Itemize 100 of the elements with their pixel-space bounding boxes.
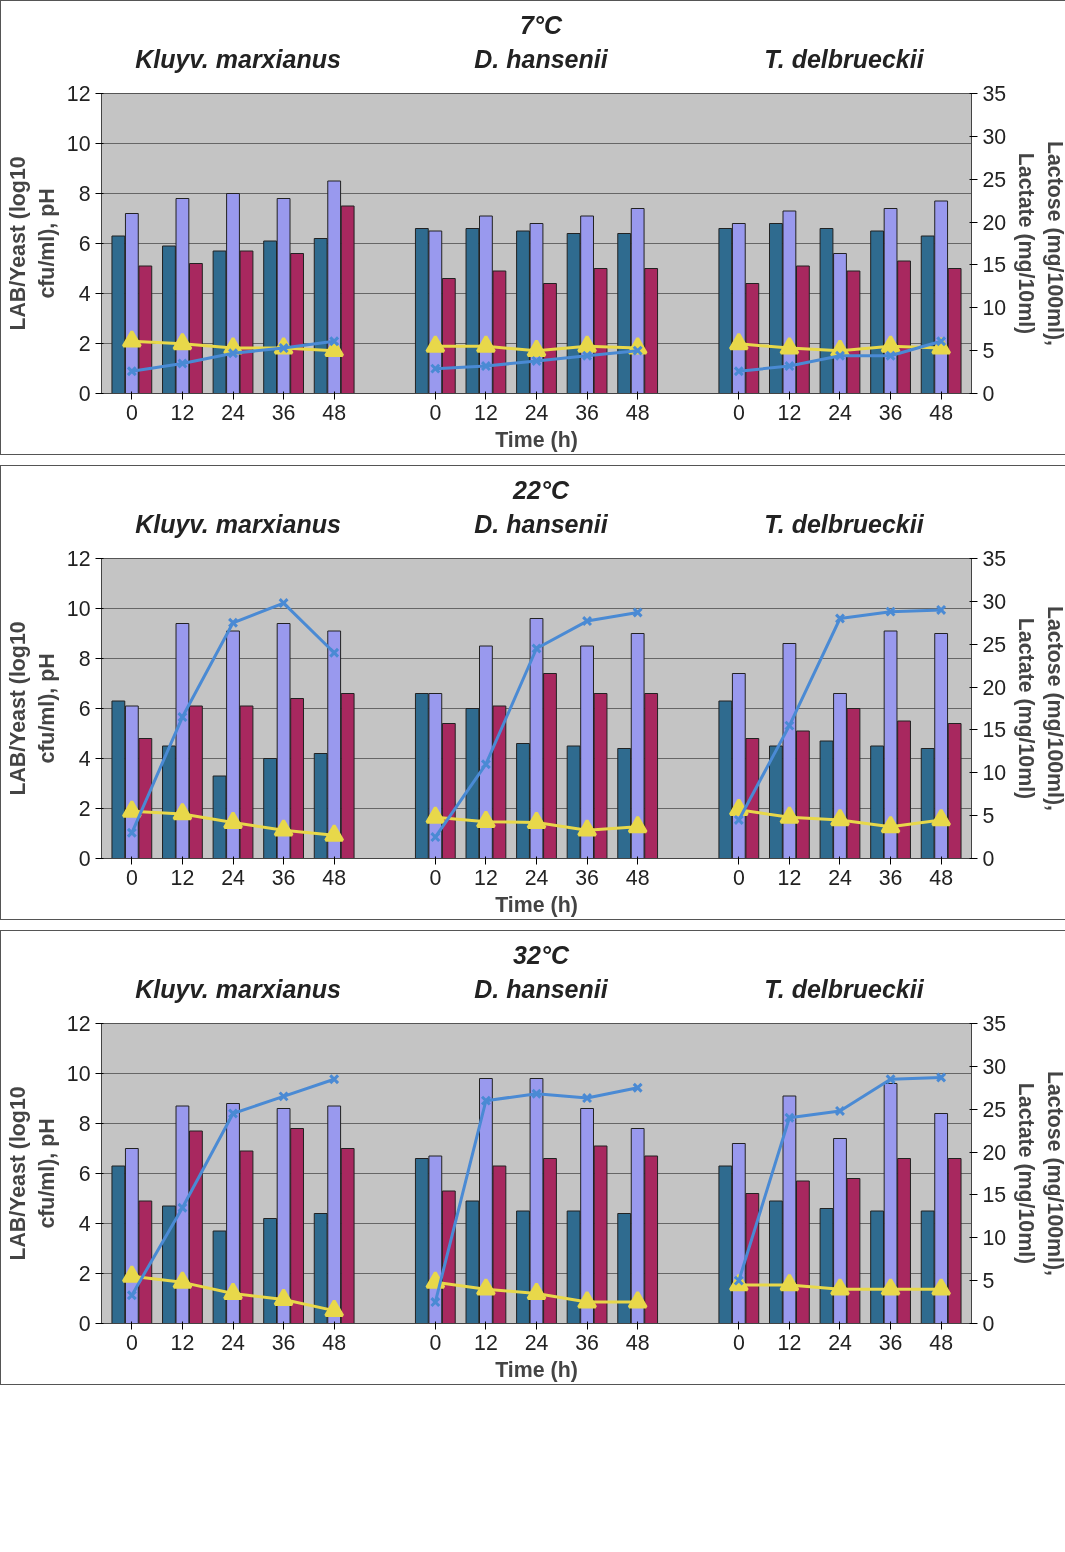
y2-tick-label: 25	[982, 632, 1007, 657]
x-tick-label: 0	[732, 1330, 745, 1355]
y-tick-label: 2	[78, 797, 91, 821]
y2-tick-label: 35	[982, 1012, 1007, 1036]
x-tick-label: 48	[929, 1330, 954, 1355]
chart-title: 7°C	[520, 10, 562, 41]
y2-tick-label: 15	[982, 1183, 1007, 1208]
x-tick-label: 48	[929, 400, 954, 425]
y2-tick-label: 0	[982, 847, 995, 871]
y-tick-label: 10	[66, 132, 91, 156]
x-tick-label: 0	[125, 865, 138, 890]
y-tick-label: 0	[78, 382, 91, 406]
y-tick-label: 4	[78, 282, 91, 306]
y-axis-title: LAB/Yeast (log10 cfu/ml), pH	[5, 1086, 59, 1261]
x-tick-label: 12	[170, 1330, 195, 1355]
x-tick-label: 36	[271, 1330, 296, 1355]
x-tick-label: 36	[575, 865, 599, 890]
y-axis-title: LAB/Yeast (log10 cfu/ml), pH	[5, 156, 59, 331]
text: D. hansenii	[474, 509, 608, 540]
x-tick-label: 36	[271, 865, 296, 890]
x-tick-label: 24	[524, 865, 549, 890]
y-tick-label: 6	[78, 1162, 91, 1186]
y2-tick-label: 20	[982, 675, 1007, 700]
y2-tick-label: 30	[982, 1054, 1007, 1079]
x-tick-label: 12	[474, 400, 498, 425]
y2-tick-label: 25	[982, 167, 1007, 192]
x-tick-label: 0	[125, 1330, 138, 1355]
x-tick-label: 0	[429, 1330, 442, 1355]
y2-axis-title: Lactose (mg/100ml), Lactate (mg/10ml)	[1014, 605, 1065, 812]
x-axis-title: Time (h)	[495, 892, 578, 917]
x-tick-label: 12	[474, 1330, 498, 1355]
x-tick-label: 24	[524, 400, 549, 425]
text: D. hansenii	[474, 44, 608, 75]
x-tick-label: 24	[828, 865, 852, 890]
y-tick-label: 4	[78, 747, 91, 771]
x-tick-label: 24	[828, 400, 852, 425]
x-tick-label: 12	[777, 1330, 802, 1355]
x-tick-label: 48	[929, 865, 954, 890]
x-tick-label: 12	[777, 400, 802, 425]
y2-tick-label: 10	[982, 296, 1007, 321]
y2-tick-label: 5	[982, 804, 995, 829]
chart-title: 32°C	[513, 940, 569, 971]
y-tick-label: 6	[78, 697, 91, 721]
x-tick-label: 36	[878, 865, 903, 890]
y-axis-title: LAB/Yeast (log10 cfu/ml), pH	[5, 621, 59, 796]
y2-tick-label: 20	[982, 210, 1007, 235]
y2-tick-label: 25	[982, 1097, 1007, 1122]
y2-tick-label: 15	[982, 253, 1007, 278]
x-tick-label: 36	[575, 400, 599, 425]
x-tick-label: 36	[878, 1330, 903, 1355]
x-tick-label: 0	[429, 400, 442, 425]
text: D. hansenii	[474, 974, 608, 1005]
x-axis-title: Time (h)	[495, 1357, 578, 1382]
y-tick-label: 4	[78, 1212, 91, 1236]
x-tick-label: 36	[271, 400, 296, 425]
y2-tick-label: 5	[982, 1269, 995, 1294]
x-tick-label: 12	[170, 400, 195, 425]
x-tick-label: 0	[732, 865, 745, 890]
y2-tick-label: 20	[982, 1140, 1007, 1165]
y2-tick-label: 0	[982, 382, 995, 406]
x-tick-label: 24	[524, 1330, 549, 1355]
y-tick-label: 12	[66, 82, 91, 106]
x-tick-label: 24	[221, 1330, 246, 1355]
y-tick-label: 10	[66, 1062, 91, 1086]
y2-axis-title: Lactose (mg/100ml), Lactate (mg/10ml)	[1014, 140, 1065, 347]
y2-tick-label: 10	[982, 1226, 1007, 1251]
y-tick-label: 0	[78, 1312, 91, 1336]
y2-tick-label: 15	[982, 718, 1007, 743]
x-tick-label: 12	[170, 865, 195, 890]
x-tick-label: 24	[221, 865, 246, 890]
y2-axis-title: Lactose (mg/100ml), Lactate (mg/10ml)	[1014, 1070, 1065, 1277]
y-tick-label: 12	[66, 1012, 91, 1036]
y-tick-label: 8	[78, 182, 91, 206]
y2-tick-label: 0	[982, 1312, 995, 1336]
y-tick-label: 8	[78, 647, 91, 671]
y-tick-label: 8	[78, 1112, 91, 1136]
y-tick-label: 2	[78, 1262, 91, 1286]
text: Kluyv. marxianus	[135, 44, 341, 75]
y2-tick-label: 35	[982, 547, 1007, 571]
x-tick-label: 48	[625, 400, 650, 425]
text: T. delbrueckii	[764, 974, 924, 1005]
x-tick-label: 0	[732, 400, 745, 425]
x-axis-title: Time (h)	[495, 427, 578, 452]
y-tick-label: 2	[78, 332, 91, 356]
text: T. delbrueckii	[764, 509, 924, 540]
y2-tick-label: 5	[982, 339, 995, 364]
x-tick-label: 48	[322, 1330, 347, 1355]
text: T. delbrueckii	[764, 44, 924, 75]
x-tick-label: 48	[625, 865, 650, 890]
x-tick-label: 36	[575, 1330, 599, 1355]
x-tick-label: 0	[125, 400, 138, 425]
y-tick-label: 12	[66, 547, 91, 571]
x-tick-label: 48	[625, 1330, 650, 1355]
x-tick-label: 36	[878, 400, 903, 425]
x-tick-label: 12	[474, 865, 498, 890]
text: Kluyv. marxianus	[135, 509, 341, 540]
y-tick-label: 10	[66, 597, 91, 621]
x-tick-label: 0	[429, 865, 442, 890]
text: Kluyv. marxianus	[135, 974, 341, 1005]
x-tick-label: 24	[828, 1330, 852, 1355]
